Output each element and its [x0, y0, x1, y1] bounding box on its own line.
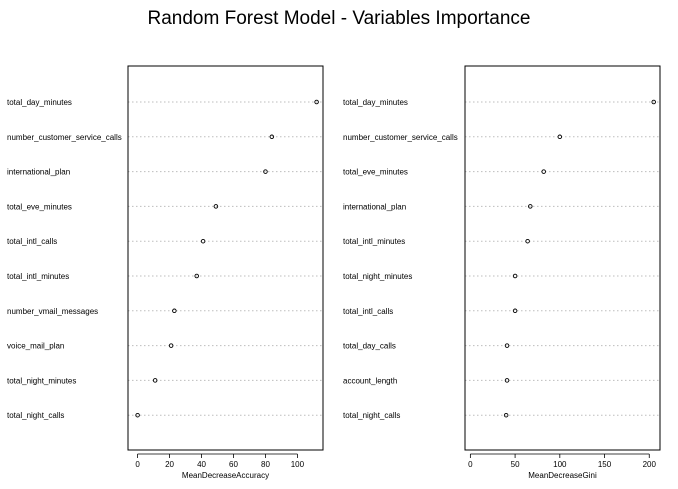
category-label: total_night_minutes — [7, 376, 76, 385]
category-label: voice_mail_plan — [7, 342, 64, 351]
category-label: account_length — [343, 376, 397, 385]
x-axis-label: MeanDecreaseGini — [528, 471, 597, 480]
data-point — [528, 204, 533, 209]
data-point — [504, 343, 510, 348]
x-tick-label: 0 — [135, 460, 140, 469]
data-point — [314, 99, 319, 105]
chart-title: Random Forest Model - Variables Importan… — [147, 8, 531, 29]
x-tick-label: 80 — [261, 460, 270, 469]
category-label: total_day_minutes — [7, 98, 72, 107]
data-point — [557, 134, 563, 140]
category-label: international_plan — [343, 202, 406, 211]
data-point — [512, 273, 518, 279]
data-point — [651, 99, 656, 105]
plot-box — [464, 65, 661, 451]
category-label: number_customer_service_calls — [7, 133, 122, 142]
data-point — [135, 412, 140, 418]
x-tick-label: 50 — [511, 460, 520, 469]
category-label: total_intl_calls — [343, 307, 393, 316]
x-axis-label: MeanDecreaseAccuracy — [182, 471, 269, 480]
x-tick-label: 100 — [553, 460, 567, 469]
category-label: total_intl_minutes — [343, 237, 405, 246]
x-tick-label: 100 — [291, 460, 305, 469]
x-tick-label: 200 — [643, 460, 657, 469]
category-label: total_eve_minutes — [7, 202, 72, 211]
category-label: number_customer_service_calls — [343, 133, 458, 142]
data-point — [525, 238, 530, 244]
x-tick-label: 150 — [598, 460, 612, 469]
data-point — [200, 238, 206, 244]
data-point — [263, 169, 268, 174]
data-point — [194, 273, 199, 279]
category-label: total_night_minutes — [343, 272, 412, 281]
x-tick-label: 60 — [229, 460, 238, 469]
category-label: total_intl_minutes — [7, 272, 69, 281]
category-label: total_day_calls — [343, 342, 396, 351]
category-label: total_night_calls — [343, 411, 400, 420]
category-label: total_eve_minutes — [343, 168, 408, 177]
x-tick-label: 20 — [165, 460, 174, 469]
data-point — [512, 308, 518, 314]
data-point — [172, 308, 177, 314]
category-label: number_vmail_messages — [7, 307, 98, 316]
data-point — [269, 134, 275, 140]
data-point — [168, 343, 174, 348]
data-point — [541, 169, 546, 174]
data-point — [152, 378, 158, 383]
data-point — [213, 204, 219, 209]
x-tick-label: 0 — [468, 460, 473, 469]
data-point — [504, 378, 510, 383]
x-tick-label: 40 — [197, 460, 206, 469]
category-label: international_plan — [7, 168, 70, 177]
category-label: total_intl_calls — [7, 237, 57, 246]
category-label: total_day_minutes — [343, 98, 408, 107]
data-point — [503, 412, 509, 418]
category-label: total_night_calls — [7, 411, 64, 420]
plot-box — [127, 65, 324, 451]
